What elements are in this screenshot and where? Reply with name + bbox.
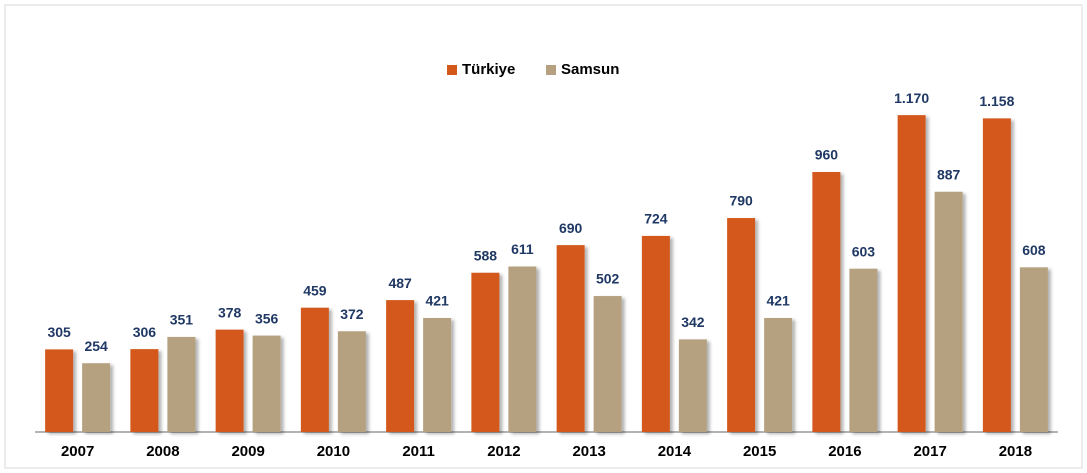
bar [641,235,670,432]
value-label: 421 [766,293,790,309]
bar [215,329,244,432]
value-label: 421 [425,293,449,309]
value-label: 603 [852,243,876,259]
x-tick-label: 2012 [487,443,520,460]
bar [471,272,500,432]
value-label: 1.158 [979,93,1014,109]
x-tick-label: 2008 [146,443,179,460]
bar [593,296,622,432]
value-label: 254 [84,338,108,354]
bar [508,266,537,432]
bar [45,349,74,432]
value-label: 305 [47,324,71,340]
bar [556,245,585,432]
value-label: 342 [681,314,705,330]
x-tick-label: 2009 [231,443,264,460]
legend-label: Samsun [561,61,619,78]
value-label: 306 [133,324,157,340]
legend-label: Türkiye [462,61,515,78]
bar [167,336,196,432]
x-tick-label: 2016 [828,443,861,460]
value-label: 1.170 [894,90,929,106]
x-tick-label: 2015 [743,443,776,460]
bar [764,317,793,432]
value-label: 724 [644,211,668,227]
value-label: 459 [303,282,327,298]
bar [678,339,707,432]
value-label: 790 [729,193,753,209]
value-label: 690 [559,220,583,236]
value-label: 378 [218,304,242,320]
value-label: 608 [1022,242,1046,258]
x-tick-label: 2017 [913,443,946,460]
x-tick-label: 2014 [658,443,692,460]
bar [300,307,329,432]
x-tick-label: 2013 [572,443,605,460]
bar [934,191,963,432]
value-label: 356 [255,310,279,326]
value-label: 960 [815,147,839,163]
bar [727,218,756,432]
legend-swatch [546,65,556,75]
bar [386,300,415,432]
value-label: 372 [340,306,364,322]
value-label: 611 [511,241,534,257]
bar [1019,267,1048,432]
bar [812,172,841,432]
x-tick-label: 2018 [999,443,1032,460]
x-tick-label: 2010 [317,443,350,460]
value-label: 351 [170,312,194,328]
bar [337,331,366,432]
bar [897,115,926,432]
bar [982,118,1011,432]
bar [82,363,111,432]
bar [252,335,281,432]
value-label: 502 [596,271,620,287]
bar [130,349,159,432]
value-label: 887 [937,166,961,182]
legend-swatch [447,65,457,75]
value-label: 588 [474,247,498,263]
value-label: 487 [388,275,412,291]
x-tick-label: 2007 [61,443,94,460]
x-tick-label: 2011 [402,443,435,460]
bar [849,268,878,432]
bar [423,317,452,432]
